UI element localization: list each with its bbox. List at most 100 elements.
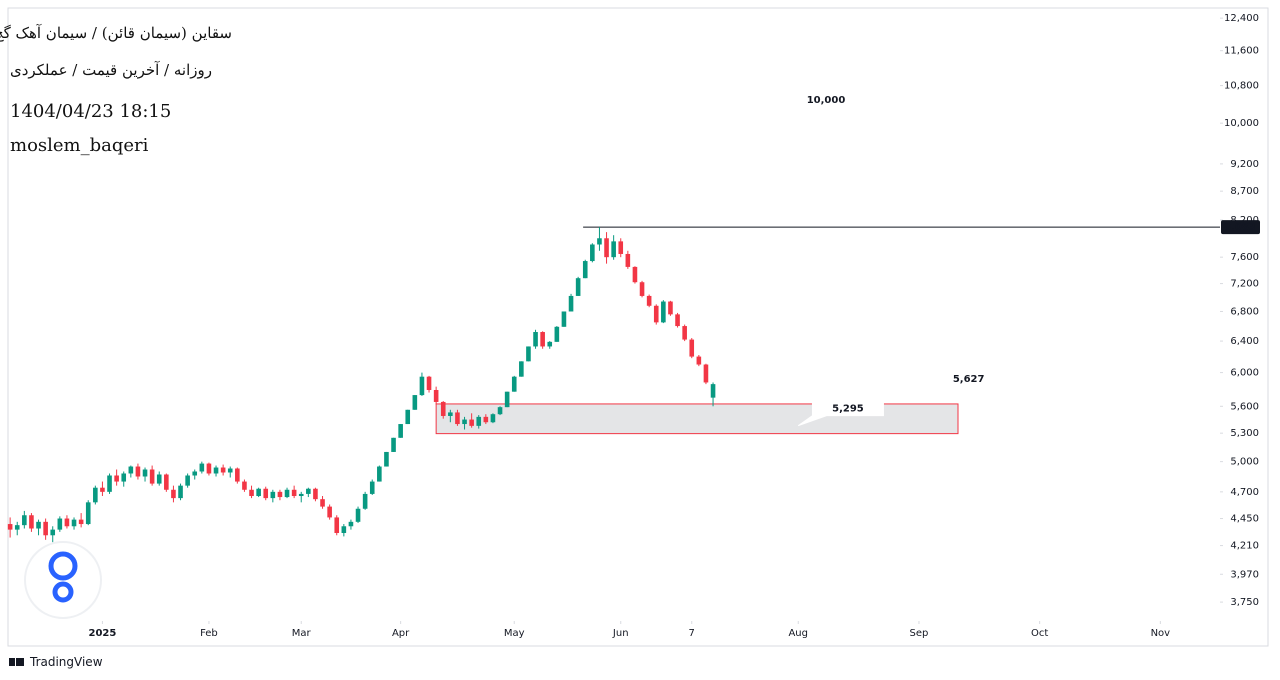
candle-body	[128, 466, 134, 474]
candle-body	[611, 241, 616, 258]
y-tick-label: 4,210	[1230, 541, 1259, 552]
candle-body	[227, 468, 233, 473]
candle-body	[284, 489, 290, 498]
candle-body	[554, 326, 560, 342]
candle-body	[490, 414, 496, 423]
candle-body	[632, 266, 638, 283]
candle-body	[426, 376, 432, 390]
candle-body	[164, 474, 169, 490]
candle-body	[256, 488, 261, 497]
y-tick-label: 5,000	[1230, 457, 1259, 468]
candle-body	[206, 463, 212, 474]
x-tick-label: 2025	[89, 628, 117, 639]
candle-body	[433, 389, 439, 402]
candle-body	[455, 412, 460, 425]
candle-body	[14, 525, 20, 530]
candle-body	[696, 356, 702, 365]
y-tick-label: 9,200	[1230, 159, 1259, 170]
candle-body	[178, 485, 183, 499]
candle-body	[64, 518, 70, 527]
y-tick-label: 6,400	[1230, 336, 1259, 347]
price-tag-label: 8,083	[1224, 222, 1256, 233]
candle-body	[71, 519, 77, 527]
candle-body	[242, 481, 247, 490]
candle-body	[270, 491, 276, 499]
y-tick-label: 3,750	[1230, 597, 1259, 608]
y-tick-label: 5,600	[1230, 401, 1259, 412]
x-tick-label: Nov	[1151, 628, 1171, 639]
candle-body	[668, 301, 673, 315]
candle-body	[185, 475, 190, 486]
candle-body	[341, 526, 347, 534]
candle-body	[199, 463, 205, 472]
candle-body	[57, 518, 63, 530]
candle-body	[291, 489, 297, 497]
candle-body	[476, 416, 482, 426]
y-tick-label: 12,400	[1224, 13, 1259, 24]
candle-body	[391, 437, 396, 452]
zone-low-label: 5,295	[832, 404, 864, 415]
candle-body	[306, 488, 311, 494]
x-tick-label: Feb	[200, 628, 218, 639]
candle-body	[703, 364, 709, 383]
candle-body	[369, 481, 375, 494]
x-tick-label: Apr	[392, 628, 410, 639]
candle-body	[334, 517, 340, 534]
y-tick-label: 10,000	[1224, 118, 1259, 129]
candle-body	[625, 253, 631, 267]
candle-body	[22, 515, 27, 526]
candle-body	[249, 489, 254, 497]
candle-body	[448, 412, 453, 416]
candle-body	[561, 311, 567, 327]
candle-body	[689, 339, 695, 357]
candle-body	[377, 466, 382, 482]
candle-body	[320, 499, 325, 507]
candle-body	[85, 502, 91, 525]
candle-body	[29, 515, 34, 529]
candle-body	[646, 295, 652, 306]
candle-body	[504, 391, 510, 408]
tv-logo-mark	[9, 658, 24, 666]
candle-body	[412, 395, 418, 410]
y-tick-label: 4,700	[1230, 487, 1259, 498]
candle-body	[618, 241, 624, 254]
candle-body	[156, 474, 162, 484]
candle-body	[533, 332, 538, 347]
x-tick-label: Sep	[910, 628, 929, 639]
y-tick-label: 5,300	[1230, 428, 1259, 439]
candle-body	[213, 467, 219, 474]
y-tick-label: 3,970	[1230, 569, 1259, 580]
note-label: 10,000	[807, 95, 846, 106]
candle-body	[135, 466, 141, 477]
x-tick-label: May	[504, 628, 525, 639]
y-tick-label: 7,200	[1230, 279, 1259, 290]
candle-body	[547, 341, 553, 347]
y-tick-label: 8,700	[1230, 186, 1259, 197]
candle-body	[327, 506, 332, 518]
y-tick-label: 6,800	[1230, 306, 1259, 317]
candle-body	[710, 384, 716, 398]
candle-body	[149, 469, 155, 484]
chart-frame	[7, 7, 1269, 647]
candle-body	[121, 473, 127, 482]
candle-body	[78, 519, 84, 525]
candle-body	[107, 475, 112, 492]
candle-body	[604, 238, 609, 258]
x-tick-label: Oct	[1031, 628, 1048, 639]
candle-body	[362, 493, 368, 509]
candle-body	[661, 301, 666, 323]
candle-body	[348, 521, 354, 527]
candle-body	[540, 332, 545, 347]
candle-body	[682, 326, 687, 340]
candle-body	[313, 488, 318, 500]
candle-body	[519, 361, 524, 377]
candle-body	[277, 491, 283, 498]
candle-body	[653, 305, 659, 323]
candle-body	[36, 521, 41, 529]
candle-body	[526, 346, 531, 362]
author: moslem_baqeri	[10, 135, 149, 156]
x-tick-label: Jun	[612, 628, 629, 639]
candle-body	[220, 467, 226, 473]
